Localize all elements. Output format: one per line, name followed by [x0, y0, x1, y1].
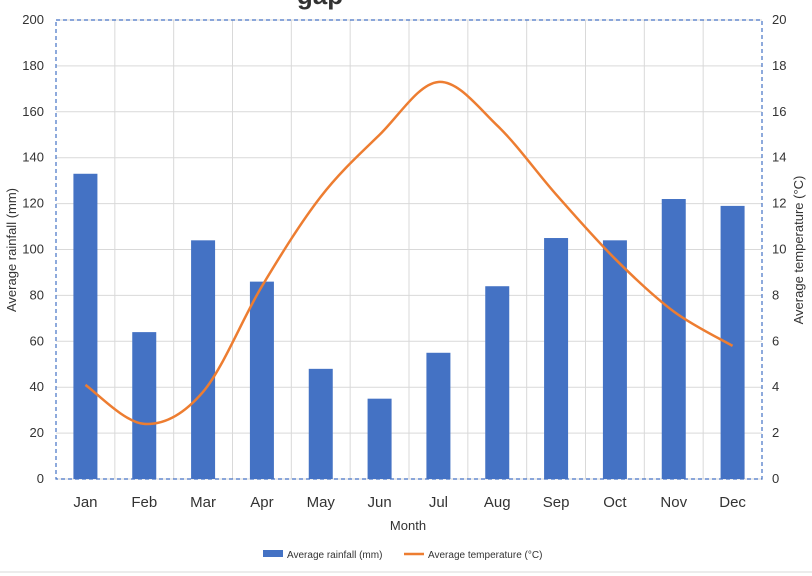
- bar-feb: [132, 332, 157, 479]
- bar-oct: [602, 240, 627, 479]
- bar-jan: [73, 173, 98, 479]
- y-left-tick-label: 60: [30, 333, 44, 348]
- legend-label-rainfall: Average rainfall (mm): [287, 550, 382, 561]
- y-left-tick-label: 120: [22, 196, 44, 211]
- y-left-tick-label: 200: [22, 12, 44, 27]
- y-right-tick-label: 6: [772, 333, 779, 348]
- y-left-tick-label: 160: [22, 104, 44, 119]
- x-axis-title: Month: [390, 518, 426, 533]
- y-left-tick-label: 20: [30, 425, 44, 440]
- y-right-tick-label: 14: [772, 150, 786, 165]
- y-left-tick-label: 100: [22, 242, 44, 257]
- temperature-line: [84, 80, 734, 426]
- right-axis-ticks: 0 2 4 6 8 10 12 14 16 18 20: [772, 12, 786, 486]
- x-tick-label: Mar: [190, 494, 216, 511]
- gridlines: [56, 19, 762, 480]
- chart-title-fragment: gap: [297, 0, 343, 10]
- bar-mar: [191, 240, 216, 479]
- y-left-tick-label: 140: [22, 150, 44, 165]
- y-axis-right-title: Average temperature (°C): [791, 176, 806, 325]
- y-right-tick-label: 12: [772, 196, 786, 211]
- bar-may: [308, 368, 333, 479]
- bar-jun: [367, 398, 392, 479]
- bar-sep: [544, 238, 569, 479]
- rainfall-bars: [73, 173, 745, 479]
- y-left-tick-label: 0: [37, 471, 44, 486]
- bar-aug: [485, 286, 510, 479]
- x-tick-label: Jan: [73, 494, 97, 511]
- legend-swatch-rainfall: [263, 550, 283, 557]
- y-right-tick-label: 4: [772, 379, 779, 394]
- legend: Average rainfall (mm) Average temperatur…: [263, 550, 542, 561]
- x-tick-label: Feb: [131, 494, 157, 511]
- x-tick-label: Apr: [250, 494, 273, 511]
- plot-area-border: [55, 19, 763, 480]
- x-tick-label: Oct: [603, 494, 627, 511]
- x-tick-label: May: [307, 494, 336, 511]
- y-right-tick-label: 10: [772, 242, 786, 257]
- y-left-tick-label: 180: [22, 58, 44, 73]
- bar-jul: [426, 352, 451, 479]
- y-right-tick-label: 20: [772, 12, 786, 27]
- x-tick-label: Jul: [429, 494, 448, 511]
- x-tick-label: Nov: [660, 494, 687, 511]
- legend-label-temperature: Average temperature (°C): [428, 550, 542, 561]
- x-tick-label: Sep: [543, 494, 570, 511]
- y-right-tick-label: 16: [772, 104, 786, 119]
- y-right-tick-label: 0: [772, 471, 779, 486]
- bar-apr: [249, 281, 274, 479]
- y-right-tick-label: 2: [772, 425, 779, 440]
- x-tick-label: Jun: [367, 494, 391, 511]
- x-tick-label: Dec: [719, 494, 746, 511]
- bar-nov: [661, 199, 686, 479]
- y-axis-left-title: Average rainfall (mm): [4, 188, 19, 312]
- left-axis-ticks: 0 20 40 60 80 100 120 140 160 180 200: [22, 12, 44, 486]
- y-right-tick-label: 18: [772, 58, 786, 73]
- x-axis-ticks: Jan Feb Mar Apr May Jun Jul Aug Sep Oct Nov Dec: [73, 494, 746, 511]
- y-left-tick-label: 40: [30, 379, 44, 394]
- x-tick-label: Aug: [484, 494, 511, 511]
- y-left-tick-label: 80: [30, 287, 44, 302]
- y-right-tick-label: 8: [772, 287, 779, 302]
